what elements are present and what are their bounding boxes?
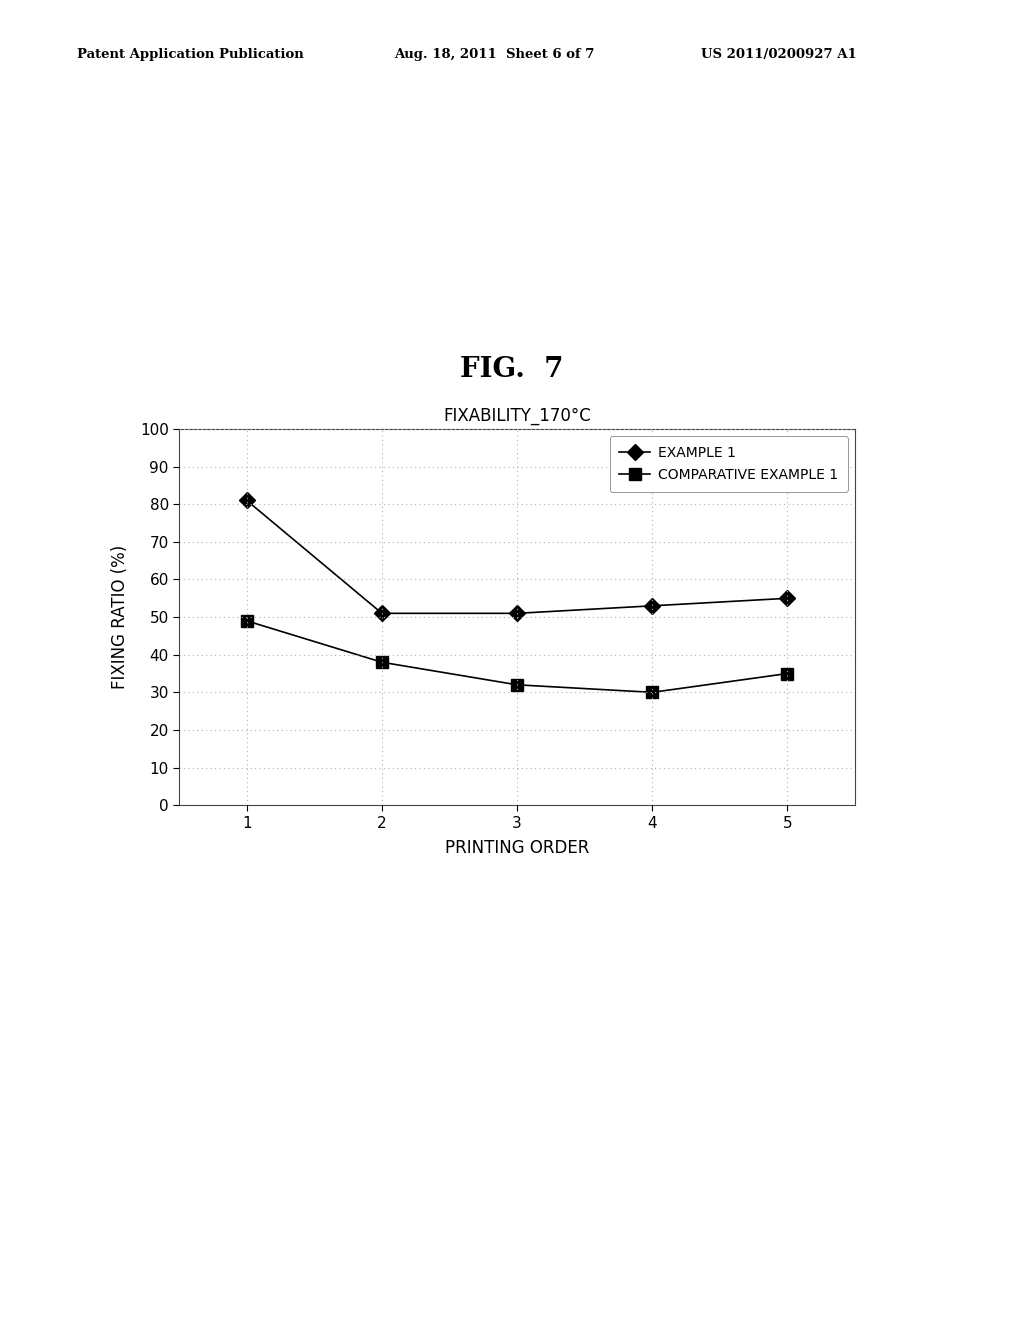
- COMPARATIVE EXAMPLE 1: [781, 665, 794, 681]
- EXAMPLE 1: [241, 492, 253, 508]
- X-axis label: PRINTING ORDER: PRINTING ORDER: [445, 840, 589, 857]
- Y-axis label: FIXING RATIO (%): FIXING RATIO (%): [111, 545, 129, 689]
- Title: FIXABILITY_170°C: FIXABILITY_170°C: [443, 407, 591, 425]
- Text: Patent Application Publication: Patent Application Publication: [77, 48, 303, 61]
- Line: COMPARATIVE EXAMPLE 1: COMPARATIVE EXAMPLE 1: [242, 615, 793, 698]
- Text: FIG.  7: FIG. 7: [460, 356, 564, 383]
- EXAMPLE 1: [781, 590, 794, 606]
- Text: US 2011/0200927 A1: US 2011/0200927 A1: [701, 48, 857, 61]
- EXAMPLE 1: [511, 606, 523, 622]
- Text: Aug. 18, 2011  Sheet 6 of 7: Aug. 18, 2011 Sheet 6 of 7: [394, 48, 595, 61]
- EXAMPLE 1: [376, 606, 388, 622]
- Legend: EXAMPLE 1, COMPARATIVE EXAMPLE 1: EXAMPLE 1, COMPARATIVE EXAMPLE 1: [609, 436, 848, 492]
- EXAMPLE 1: [646, 598, 658, 614]
- COMPARATIVE EXAMPLE 1: [511, 677, 523, 693]
- COMPARATIVE EXAMPLE 1: [646, 684, 658, 700]
- COMPARATIVE EXAMPLE 1: [241, 612, 253, 628]
- Line: EXAMPLE 1: EXAMPLE 1: [242, 495, 793, 619]
- COMPARATIVE EXAMPLE 1: [376, 655, 388, 671]
